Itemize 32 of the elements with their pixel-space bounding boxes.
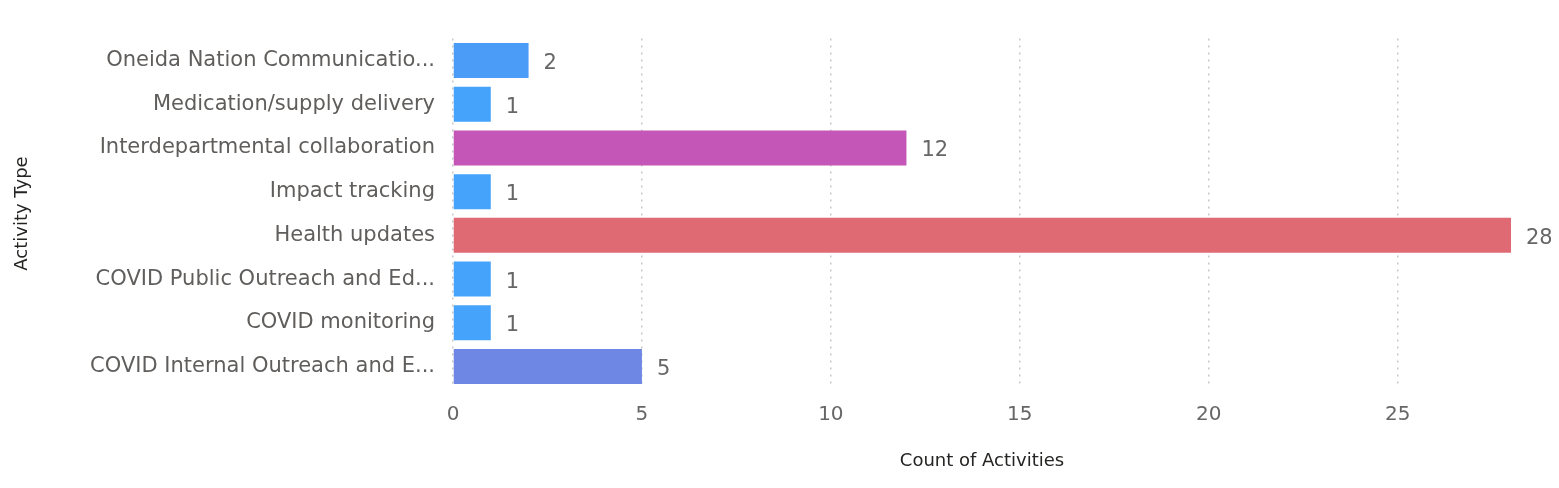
data-label: 1 xyxy=(505,312,520,337)
y-tick-label: Medication/supply delivery xyxy=(152,90,435,115)
x-tick-label: 0 xyxy=(446,400,460,425)
y-tick-label: COVID Internal Outreach and E... xyxy=(90,352,435,377)
x-tick-label: 10 xyxy=(818,400,844,425)
x-axis-title: Count of Activities xyxy=(899,448,1065,470)
data-label: 28 xyxy=(1526,224,1553,249)
x-tick-label: 15 xyxy=(1007,400,1033,425)
bar xyxy=(453,349,642,385)
y-tick-label: COVID Public Outreach and Ed... xyxy=(95,265,435,290)
y-tick-label: Health updates xyxy=(274,221,435,246)
bar xyxy=(453,174,491,210)
y-tick-label: Interdepartmental collaboration xyxy=(99,134,435,159)
data-label: 1 xyxy=(505,93,520,118)
y-tick-label: Oneida Nation Communicatio... xyxy=(106,46,435,71)
y-tick-label: COVID monitoring xyxy=(246,309,435,334)
x-tick-label: 5 xyxy=(635,400,649,425)
data-label: 2 xyxy=(543,49,557,74)
data-label: 1 xyxy=(505,268,520,293)
bar xyxy=(453,86,491,122)
y-tick-label: Impact tracking xyxy=(269,178,435,203)
bar xyxy=(453,261,491,297)
bar xyxy=(453,130,907,166)
bar xyxy=(453,305,491,341)
bar xyxy=(453,217,1511,253)
x-tick-label: 25 xyxy=(1384,400,1411,425)
x-tick-label: 20 xyxy=(1195,400,1222,425)
data-label: 1 xyxy=(505,181,520,206)
data-label: 5 xyxy=(656,355,671,380)
data-label: 12 xyxy=(921,137,949,162)
y-axis-title: Activity Type xyxy=(10,156,32,271)
bar xyxy=(453,42,529,78)
